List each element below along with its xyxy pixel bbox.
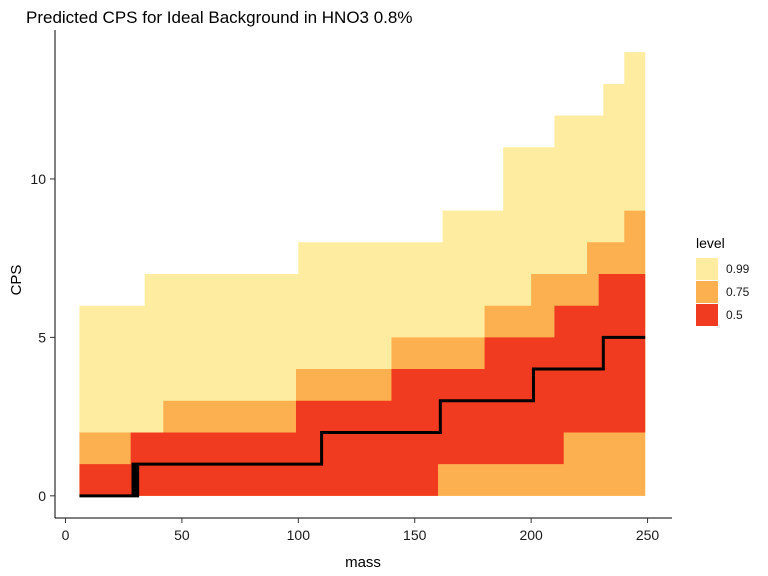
legend-label-075: 0.75 xyxy=(726,285,750,299)
y-tick-label: 5 xyxy=(38,329,46,345)
legend-key-075 xyxy=(696,281,718,303)
legend-title: level xyxy=(696,235,725,251)
legend: level 0.99 0.75 0.5 xyxy=(696,235,750,326)
y-axis-title: CPS xyxy=(8,265,25,296)
x-tick-label: 250 xyxy=(636,527,660,543)
x-tick-label: 100 xyxy=(287,527,311,543)
median-line xyxy=(79,335,646,498)
x-tick-label: 50 xyxy=(174,527,190,543)
median-line-layer xyxy=(79,335,646,498)
legend-key-099 xyxy=(696,258,718,280)
y-tick-label: 0 xyxy=(38,488,46,504)
x-tick-label: 200 xyxy=(519,527,543,543)
chart-title: Predicted CPS for Ideal Background in HN… xyxy=(26,8,412,27)
x-tick-label: 0 xyxy=(62,527,70,543)
band-05 xyxy=(79,274,646,496)
x-axis-ticks: 0 50 100 150 200 250 xyxy=(62,518,660,543)
legend-label-099: 0.99 xyxy=(726,262,750,276)
band-layer xyxy=(79,52,646,496)
x-axis-title: mass xyxy=(345,554,381,571)
y-tick-label: 10 xyxy=(30,171,46,187)
legend-key-05 xyxy=(696,304,718,326)
legend-label-05: 0.5 xyxy=(726,308,743,322)
x-tick-label: 150 xyxy=(403,527,427,543)
y-axis-ticks: 0 5 10 xyxy=(30,171,55,504)
